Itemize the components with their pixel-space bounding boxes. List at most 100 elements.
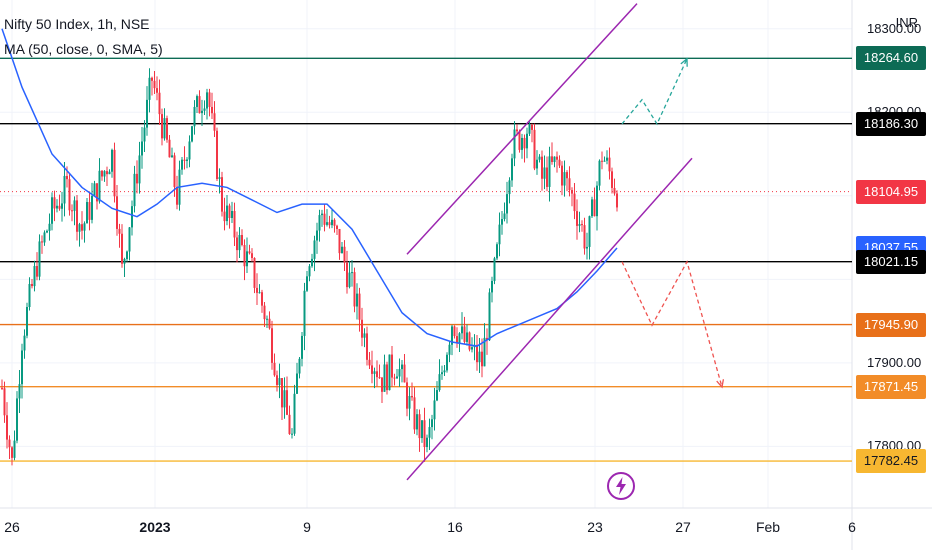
candle-body — [326, 222, 328, 225]
candle-body — [28, 283, 31, 308]
candle-body — [148, 77, 151, 100]
candle-body — [203, 108, 206, 111]
projection-arrow-bearish — [716, 379, 725, 389]
candle-body — [351, 272, 353, 274]
candle-body — [503, 213, 506, 220]
candle-body — [276, 375, 278, 385]
candle-body — [13, 440, 16, 458]
candle-body — [163, 118, 166, 139]
candle-body — [488, 292, 491, 341]
candle-body — [186, 159, 188, 161]
candle-body — [343, 246, 346, 263]
candle-body — [83, 223, 86, 231]
y-tick-label: 17900.00 — [867, 354, 922, 370]
candle-body — [328, 222, 331, 226]
candle-body — [526, 133, 528, 149]
candle-body — [263, 305, 266, 320]
price-tag: 17945.90 — [856, 312, 926, 337]
candle-body — [461, 326, 463, 334]
candle-body — [238, 235, 241, 251]
channel-line-upper — [406, 3, 638, 255]
price-tag: 18104.95 — [856, 179, 926, 204]
candle-body — [438, 374, 441, 391]
candle-body — [596, 185, 598, 217]
candle-body — [398, 369, 401, 377]
candle-body — [283, 390, 286, 408]
candle-body — [516, 129, 518, 132]
candle-body — [508, 180, 511, 195]
candle-body — [206, 92, 208, 109]
candle-body — [161, 114, 163, 139]
candle-body — [423, 420, 426, 448]
candle-body — [201, 110, 203, 114]
x-tick-label: 2023 — [139, 519, 171, 535]
candle-body — [601, 160, 603, 162]
candle-body — [8, 439, 11, 448]
candle-body — [36, 266, 38, 277]
candle-body — [21, 350, 23, 385]
candle-body — [448, 344, 451, 355]
candle-body — [166, 118, 168, 140]
candle-body — [443, 370, 446, 373]
candle-body — [118, 228, 121, 234]
candle-body — [173, 155, 176, 187]
candle-body — [318, 215, 321, 231]
candle-body — [453, 326, 456, 337]
candle-body — [183, 159, 186, 161]
candle-body — [281, 378, 283, 408]
chart-title: Nifty 50 Index, 1h, NSE — [4, 16, 150, 32]
candle-body — [48, 223, 51, 231]
candle-body — [1, 387, 3, 389]
x-tick-label: Feb — [755, 519, 781, 535]
candle-body — [333, 219, 336, 226]
candle-body — [246, 251, 248, 267]
candle-body — [358, 293, 361, 320]
candle-body — [568, 178, 571, 191]
candle-body — [341, 246, 343, 254]
candle-body — [216, 130, 218, 179]
candle-body — [291, 433, 293, 435]
price-tag: 17871.45 — [856, 374, 926, 399]
candle-body — [571, 190, 573, 194]
candle-body — [518, 131, 521, 150]
candle-body — [51, 197, 53, 224]
candle-body — [521, 137, 523, 150]
candle-body — [58, 205, 61, 209]
candle-body — [306, 276, 308, 291]
candle-body — [431, 419, 433, 428]
candle-body — [416, 414, 418, 430]
candle-body — [311, 258, 313, 267]
candle-body — [78, 224, 81, 232]
candle-body — [191, 126, 193, 142]
candle-body — [236, 237, 238, 251]
candle-body — [103, 171, 106, 177]
candle-body — [436, 390, 438, 401]
candle-body — [373, 371, 376, 374]
candle-body — [393, 377, 396, 379]
price-tag: 18021.15 — [856, 249, 926, 274]
candle-body — [476, 344, 478, 363]
candle-body — [193, 106, 196, 127]
candle-body — [496, 244, 498, 259]
candle-body — [471, 347, 473, 350]
candle-body — [541, 156, 543, 179]
candle-body — [593, 199, 596, 217]
candle-body — [23, 335, 26, 351]
channel-line-lower — [406, 157, 693, 481]
lightning-icon[interactable] — [606, 471, 636, 501]
candle-body — [316, 230, 318, 241]
candle-body — [158, 92, 161, 115]
candle-body — [233, 210, 236, 238]
candle-body — [286, 390, 288, 415]
candle-body — [181, 159, 183, 170]
candle-body — [441, 372, 443, 375]
candle-body — [208, 92, 211, 107]
candle-body — [501, 219, 503, 225]
candle-body — [18, 384, 21, 399]
candle-body — [348, 272, 351, 288]
moving-average-line — [1, 28, 618, 347]
candle-body — [111, 149, 113, 172]
candle-body — [6, 415, 8, 440]
candle-body — [616, 193, 618, 208]
